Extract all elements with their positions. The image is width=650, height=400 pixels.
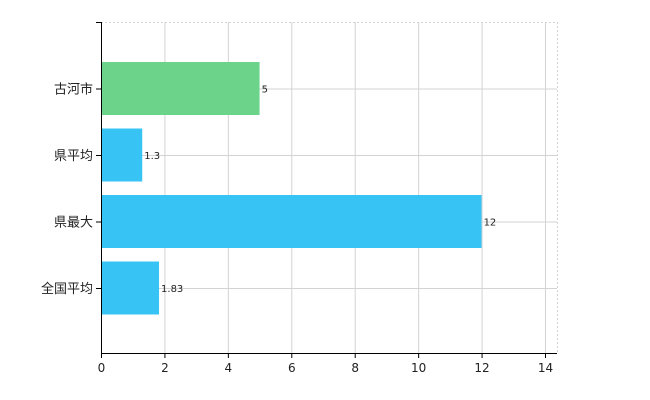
bar-2 <box>101 128 143 182</box>
category-label: 県平均 <box>54 149 93 164</box>
axes <box>96 22 557 358</box>
x-tick-label: 10 <box>411 361 426 375</box>
x-tick-label: 6 <box>288 361 296 375</box>
data-label: 1.3 <box>144 151 160 162</box>
bar-1 <box>101 62 260 115</box>
bars <box>101 62 482 315</box>
x-tick-label: 8 <box>351 361 359 375</box>
x-tick-label: 14 <box>538 361 553 375</box>
x-tick-label: 2 <box>161 361 169 375</box>
data-label: 5 <box>262 85 268 96</box>
data-label: 1.83 <box>161 284 183 295</box>
bar-3 <box>101 195 482 248</box>
x-tick-label: 0 <box>98 361 106 375</box>
x-tick-label: 4 <box>225 361 233 375</box>
bar-4 <box>101 261 160 315</box>
category-label: 全国平均 <box>41 281 93 297</box>
category-label: 古河市 <box>54 82 93 98</box>
data-label: 12 <box>484 218 497 229</box>
category-label: 県最大 <box>54 216 93 231</box>
x-tick-label: 12 <box>474 361 489 375</box>
